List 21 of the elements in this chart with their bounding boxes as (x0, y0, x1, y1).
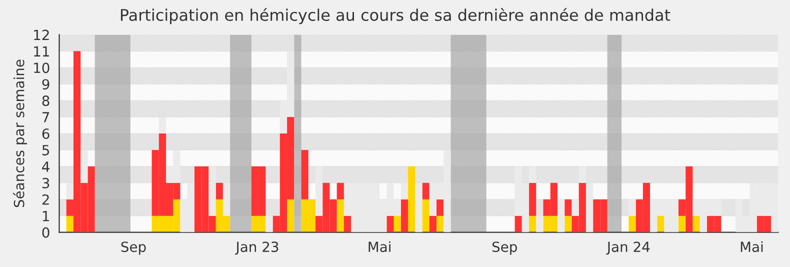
y-tick-label: 8 (42, 96, 50, 106)
y-tick-label: 5 (42, 145, 50, 156)
y-tick-label: 4 (42, 162, 50, 172)
x-tick-label: Sep (121, 242, 146, 255)
x-tick-label: Jan 24 (606, 242, 650, 255)
x-tick-label: Jan 23 (235, 242, 278, 255)
y-tick-label: 1 (42, 210, 49, 222)
x-tick-label: Mai (740, 241, 763, 252)
y-tick-label: 10 (34, 62, 50, 74)
y-tick-label: 11 (34, 46, 49, 56)
y-tick-label: 0 (42, 227, 50, 238)
x-tick-label: Mai (368, 241, 390, 252)
y-tick-label: 6 (42, 128, 50, 139)
y-tick-label: 2 (42, 194, 49, 205)
y-tick-label: 3 (42, 178, 50, 188)
y-tick-label: 7 (42, 112, 50, 122)
y-tick-label: 9 (42, 79, 50, 90)
chart-title: Participation en hémicycle au cours de sa dernière année de mandat (120, 8, 670, 24)
y-tick-label: 12 (34, 30, 49, 40)
y-axis-title: Séances par semaine (12, 60, 27, 208)
x-tick-label: Sep (492, 242, 517, 255)
